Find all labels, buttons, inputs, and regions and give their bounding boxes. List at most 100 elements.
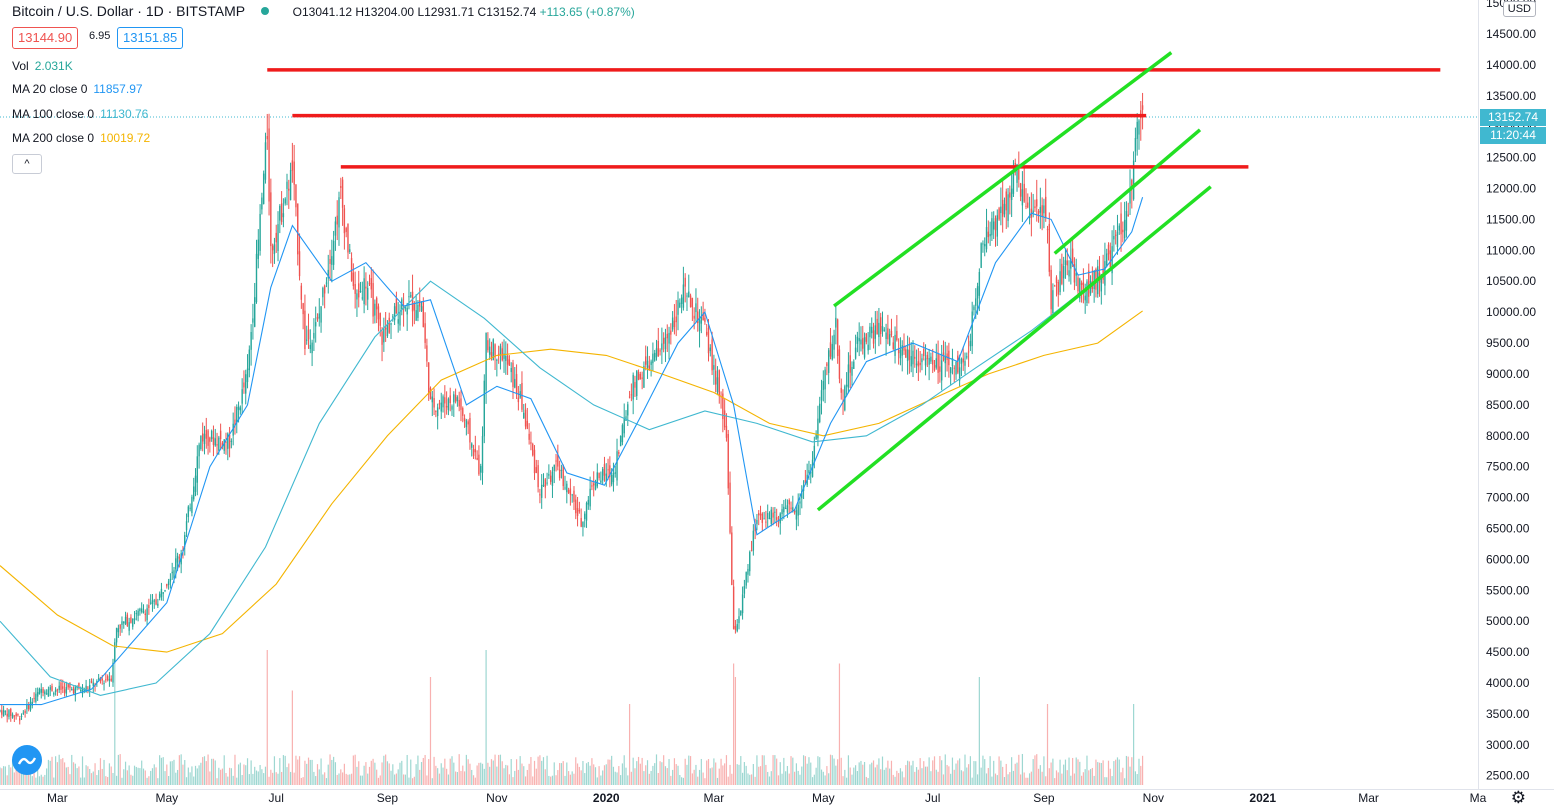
volume-bar	[467, 759, 469, 785]
volume-bar	[993, 760, 995, 785]
price-tick-label: 2500.00	[1486, 769, 1530, 783]
volume-bar	[815, 767, 817, 785]
candle-body	[329, 258, 331, 264]
volume-bar	[451, 756, 453, 785]
candle-body	[492, 339, 494, 360]
price-tick-label: 11000.00	[1486, 243, 1535, 257]
volume-bar	[53, 777, 55, 785]
candle-body	[368, 283, 371, 285]
volume-bar	[277, 773, 279, 785]
tradingview-logo-icon[interactable]	[12, 745, 42, 775]
candle-body	[472, 449, 475, 456]
candle-body	[1021, 189, 1024, 206]
collapse-legend-button[interactable]: ^	[12, 154, 42, 174]
volume-bar	[83, 777, 85, 785]
volume-bar	[1043, 756, 1045, 785]
symbol-title[interactable]: Bitcoin / U.S. Dollar · 1D · BITSTAMP	[12, 3, 245, 19]
candle-body	[173, 570, 175, 578]
candle-body	[659, 350, 661, 352]
candle-body	[564, 487, 566, 489]
candle-body	[384, 327, 387, 330]
volume-bar	[551, 775, 554, 785]
candle-body	[826, 363, 828, 366]
volume-bar	[673, 758, 676, 785]
volume-bar	[417, 755, 419, 785]
volume-bar	[15, 768, 17, 785]
volume-bar	[681, 777, 683, 785]
volume-bar	[419, 769, 421, 785]
volume-bar	[790, 756, 792, 785]
volume-bar	[254, 766, 256, 785]
volume-bar	[230, 768, 232, 785]
volume-bar	[1115, 759, 1117, 785]
candle-body	[1023, 183, 1025, 202]
ma100-legend[interactable]: MA 100 close 0 11130.76	[12, 107, 148, 121]
volume-bar	[1140, 765, 1142, 785]
indicator-value: 11130.76	[100, 107, 149, 121]
candle-body	[514, 378, 516, 388]
volume-bar	[329, 754, 331, 785]
ma20-legend[interactable]: MA 20 close 0 11857.97	[12, 82, 143, 96]
low-value: L12931.71	[417, 5, 475, 19]
candle-body	[227, 433, 229, 449]
candle-body	[316, 316, 319, 320]
price-axis[interactable]: 2500.00 3000.00 3500.00 4000.00 4500.00 5000.…	[1486, 0, 1536, 783]
candle-body	[627, 404, 629, 416]
candle-body	[919, 362, 921, 366]
ma200-legend[interactable]: MA 200 close 0 10019.72	[12, 131, 150, 145]
volume-bar	[316, 764, 319, 785]
drawing-layer[interactable]	[267, 51, 1441, 512]
candle-body	[691, 297, 694, 308]
volume-bar	[682, 777, 684, 785]
candle-body	[521, 382, 523, 410]
volume-bar	[535, 768, 537, 785]
price-tick-label: 12000.00	[1486, 182, 1536, 196]
candle-body	[698, 320, 701, 331]
volume-legend[interactable]: Vol 2.031K	[12, 59, 73, 73]
candle-body	[657, 341, 659, 357]
volume-bar	[0, 767, 1, 785]
candle-body	[22, 712, 25, 714]
volume-bar	[989, 756, 991, 785]
volume-bar	[487, 762, 489, 785]
candle-body	[1084, 295, 1086, 301]
candle-body	[1077, 277, 1079, 292]
candle-body	[496, 359, 498, 361]
volume-bar	[881, 756, 884, 785]
volume-bar	[1075, 757, 1077, 785]
time-axis[interactable]: Mar May Jul Sep Nov 2020 Mar May Jul Sep Nov 2021 Ma…	[47, 791, 1487, 805]
candle-body	[4, 711, 7, 713]
candle-body	[557, 454, 559, 467]
volume-bar	[223, 755, 225, 785]
volume-bar	[313, 771, 315, 785]
sell-button[interactable]: 13144.90	[12, 27, 79, 49]
candle-body	[702, 312, 704, 320]
volume-bar	[697, 776, 699, 785]
candle-body	[65, 687, 68, 694]
volume-bar	[984, 759, 986, 785]
candle-body	[115, 627, 118, 643]
volume-bar	[792, 757, 794, 785]
volume-bar	[562, 761, 564, 785]
candle-body	[582, 521, 584, 528]
volume-bar	[957, 760, 959, 785]
currency-button[interactable]: USD	[1502, 1, 1536, 17]
volume-bar	[42, 776, 44, 785]
candle-body	[216, 444, 218, 446]
candle-body	[955, 362, 957, 375]
gear-icon[interactable]: ⚙	[1510, 788, 1526, 807]
volume-bar	[589, 765, 591, 785]
volume-bar	[110, 766, 112, 785]
volume-bar	[944, 754, 946, 785]
candle-body	[270, 192, 272, 247]
volume-bar	[386, 761, 389, 785]
candle-body	[542, 484, 545, 486]
buy-button[interactable]: 13151.85	[117, 27, 184, 49]
candle-body	[29, 701, 32, 711]
candle-body	[628, 396, 631, 398]
candle-body	[158, 593, 161, 599]
volume-bar	[214, 760, 216, 785]
volume-bar	[345, 773, 347, 785]
candle-body	[569, 488, 572, 495]
